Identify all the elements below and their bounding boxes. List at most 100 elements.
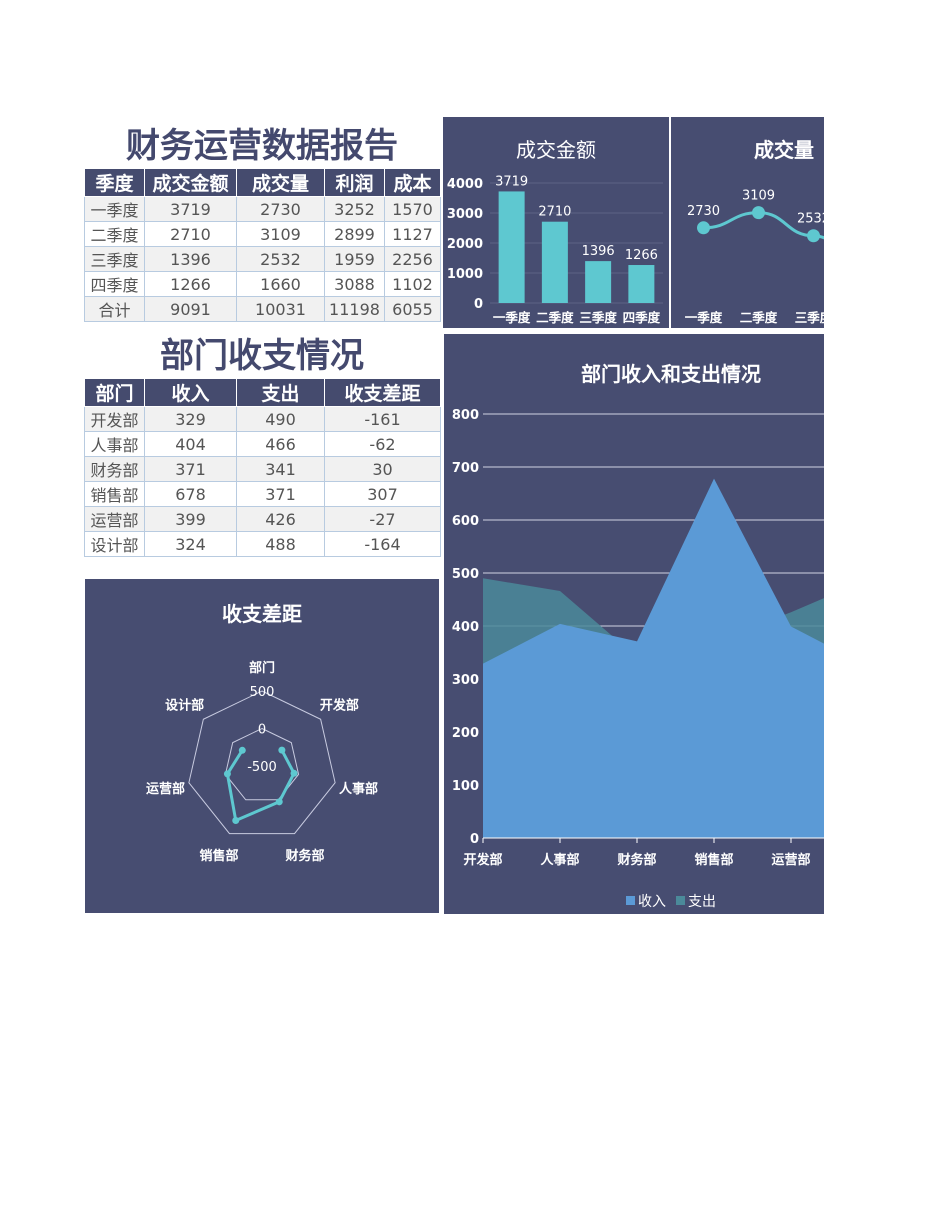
x-tick-label: 人事部 <box>540 852 579 868</box>
data-point <box>275 798 283 806</box>
chart-title: 成交量 <box>754 138 814 162</box>
table-cell: 371 <box>144 456 237 482</box>
y-tick-label: 3000 <box>447 207 483 222</box>
table-row: 一季度 3719 2730 3252 1570 <box>84 196 441 222</box>
y-tick-label: 2000 <box>447 237 483 252</box>
table-cell: 3252 <box>324 196 385 222</box>
table-row: 运营部 399 426 -27 <box>84 506 441 532</box>
table-cell: 运营部 <box>84 506 145 532</box>
finance-header-cell: 成交金额 <box>144 168 237 197</box>
data-label: 1266 <box>625 248 658 263</box>
table-cell: 合计 <box>84 296 145 322</box>
table-cell: 开发部 <box>84 406 145 432</box>
table-cell: 设计部 <box>84 531 145 557</box>
bar <box>498 191 525 303</box>
x-tick-label: 一季度 <box>685 310 723 325</box>
table-cell: 1570 <box>384 196 441 222</box>
finance-report-title: 财务运营数据报告 <box>126 126 398 166</box>
finance-header-cell: 季度 <box>84 168 145 197</box>
table-cell: 2899 <box>324 221 385 247</box>
table-cell: 一季度 <box>84 196 145 222</box>
area-series <box>483 478 824 838</box>
data-label: 3719 <box>495 174 528 189</box>
table-cell: 1660 <box>236 271 325 297</box>
table-cell: 399 <box>144 506 237 532</box>
table-cell: 三季度 <box>84 246 145 272</box>
r-tick-label: 500 <box>250 685 275 700</box>
data-label: 2710 <box>538 205 571 220</box>
table-cell: 6055 <box>384 296 441 322</box>
table-cell: 2730 <box>236 196 325 222</box>
income-chart-panel: 部门收入和支出情况 0 100 200 300 400 500 600 700 800 开发部 人事部… <box>444 334 824 914</box>
table-cell: 销售部 <box>84 481 145 507</box>
x-tick-label: 三季度 <box>579 310 617 325</box>
legend-swatch <box>626 896 635 905</box>
axis-label: 部门 <box>249 660 275 676</box>
data-point <box>223 770 231 778</box>
table-row: 三季度 1396 2532 1959 2256 <box>84 246 441 272</box>
finance-header-cell: 利润 <box>324 168 385 197</box>
dept-header-cell: 收入 <box>144 378 237 407</box>
legend-swatch <box>676 896 685 905</box>
y-tick-label: 0 <box>470 832 479 847</box>
table-cell: 329 <box>144 406 237 432</box>
table-cell: 426 <box>236 506 325 532</box>
table-row: 销售部 678 371 307 <box>84 481 441 507</box>
table-cell: 2710 <box>144 221 237 247</box>
x-tick-label: 财务部 <box>617 852 656 868</box>
data-point <box>290 769 298 777</box>
finance-header-cell: 成本 <box>384 168 441 197</box>
table-cell: 488 <box>236 531 325 557</box>
table-cell: 490 <box>236 406 325 432</box>
axis-label: 财务部 <box>285 848 324 864</box>
axis-label: 人事部 <box>339 781 378 797</box>
x-tick-label: 一季度 <box>493 310 531 325</box>
y-tick-label: 4000 <box>447 177 483 192</box>
table-cell: 3088 <box>324 271 385 297</box>
table-cell: 二季度 <box>84 221 145 247</box>
table-cell: 人事部 <box>84 431 145 457</box>
table-cell: 678 <box>144 481 237 507</box>
x-tick-label: 三季度 <box>795 310 824 325</box>
table-cell: -27 <box>324 506 441 532</box>
data-point <box>238 746 246 754</box>
table-cell: 307 <box>324 481 441 507</box>
legend-label: 收入 <box>638 894 666 910</box>
axis-label: 开发部 <box>320 697 359 713</box>
volume-chart: 成交量2730一季度3109二季度2532三季度1660四季度 <box>685 138 824 325</box>
table-cell: -164 <box>324 531 441 557</box>
x-tick-label: 二季度 <box>536 310 574 325</box>
table-row: 合计 9091 10031 11198 6055 <box>84 296 441 322</box>
bar <box>541 221 568 303</box>
dept-report-title: 部门收支情况 <box>160 336 364 376</box>
table-cell: 3719 <box>144 196 237 222</box>
dept-header-cell: 支出 <box>236 378 325 407</box>
y-tick-label: 200 <box>452 726 479 741</box>
table-row: 人事部 404 466 -62 <box>84 431 441 457</box>
y-tick-label: 1000 <box>447 267 483 282</box>
x-tick-label: 二季度 <box>740 310 778 325</box>
y-tick-label: 700 <box>452 461 479 476</box>
data-point <box>697 221 710 235</box>
y-tick-label: 800 <box>452 408 479 423</box>
data-point <box>232 817 240 825</box>
table-cell: 404 <box>144 431 237 457</box>
table-cell: 2532 <box>236 246 325 272</box>
x-tick-label: 运营部 <box>771 852 810 868</box>
y-tick-label: 0 <box>474 297 483 312</box>
table-cell: 财务部 <box>84 456 145 482</box>
table-row: 财务部 371 341 30 <box>84 456 441 482</box>
x-tick-label: 开发部 <box>463 852 502 868</box>
series-line <box>703 211 824 240</box>
table-cell: 30 <box>324 456 441 482</box>
y-tick-label: 100 <box>452 779 479 794</box>
y-tick-label: 600 <box>452 514 479 529</box>
table-cell: 9091 <box>144 296 237 322</box>
table-cell: 1396 <box>144 246 237 272</box>
radar-grid <box>224 727 300 801</box>
dept-header-cell: 部门 <box>84 378 145 407</box>
table-cell: 1959 <box>324 246 385 272</box>
r-tick-label: 0 <box>258 723 266 738</box>
volume-chart-panel: 成交量2730一季度3109二季度2532三季度1660四季度 <box>671 117 824 328</box>
